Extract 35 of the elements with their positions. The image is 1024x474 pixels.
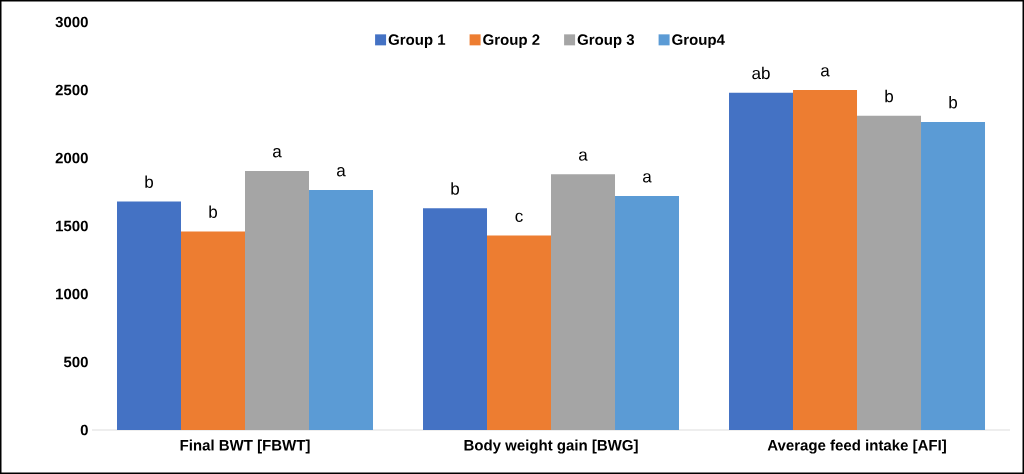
- annotation: a: [643, 173, 652, 183]
- annotation: a: [337, 167, 346, 177]
- y-tick-label: 3000: [55, 16, 88, 28]
- bar: [309, 189, 374, 430]
- annotation: a: [821, 67, 830, 77]
- annotation: b: [209, 205, 218, 218]
- y-tick-label: 1500: [56, 220, 88, 232]
- x-tick-label: Average feed intake [AFI]: [767, 439, 946, 454]
- legend-label: Group 3: [577, 34, 635, 48]
- bar: [117, 201, 181, 430]
- y-tick-label: 2500: [55, 84, 88, 96]
- y-tick-label: 2000: [55, 152, 88, 164]
- y-tick-label: 1000: [56, 288, 88, 300]
- x-tick-label: Body weight gain [BWG]: [464, 439, 638, 454]
- annotation: c: [515, 212, 523, 222]
- bar: [793, 90, 858, 430]
- y-tick-label: 500: [63, 356, 88, 368]
- annotation: b: [145, 175, 154, 188]
- bar: [729, 92, 794, 430]
- annotation: b: [451, 182, 460, 195]
- legend-label: Group4: [672, 34, 725, 48]
- annotation: a: [273, 148, 282, 158]
- legend-label: Group 2: [483, 34, 540, 48]
- x-tick-label: Final BWT [FBWT]: [180, 439, 310, 454]
- legend-label: Group 1: [388, 34, 446, 48]
- annotation: ab: [752, 66, 770, 80]
- bar: [487, 235, 552, 430]
- bar: [423, 208, 488, 430]
- annotation: b: [949, 95, 958, 109]
- y-tick-label: 0: [80, 424, 88, 436]
- annotation: b: [885, 89, 894, 103]
- annotation: a: [579, 151, 588, 161]
- bar: [921, 121, 986, 430]
- bar: [615, 196, 680, 430]
- bar: [181, 231, 245, 430]
